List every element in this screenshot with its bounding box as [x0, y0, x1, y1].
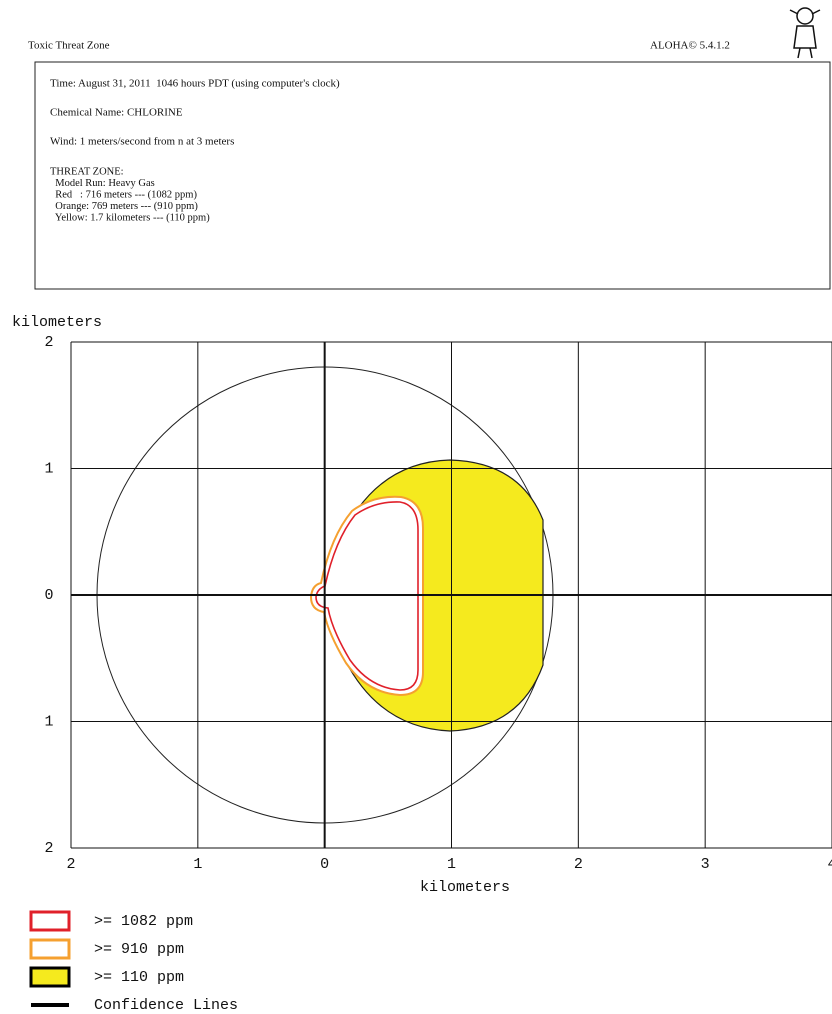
legend-label: >= 1082 ppm [94, 913, 193, 930]
info-line: Time: August 31, 2011 1046 hours PDT (us… [50, 78, 340, 90]
x-tick-label: 1 [447, 856, 456, 873]
x-tick-label: 2 [66, 856, 75, 873]
x-tick-label: 1 [193, 856, 202, 873]
info-line: Yellow: 1.7 kilometers --- (110 ppm) [50, 212, 210, 223]
y-axis-label: kilometers [12, 314, 102, 331]
y-tick-label: 2 [44, 840, 53, 857]
aloha-icon [789, 7, 821, 59]
legend-swatch [29, 966, 71, 988]
info-line: Red : 716 meters --- (1082 ppm) [50, 189, 197, 200]
info-line: Orange: 769 meters --- (910 ppm) [50, 201, 198, 212]
y-tick-label: 0 [44, 587, 53, 604]
x-tick-label: 2 [574, 856, 583, 873]
info-line: Model Run: Heavy Gas [50, 178, 155, 189]
info-box [34, 61, 831, 290]
info-line: THREAT ZONE: [50, 166, 124, 177]
legend-label: >= 110 ppm [94, 969, 184, 986]
y-tick-label: 1 [44, 460, 53, 477]
legend-swatch [29, 910, 71, 932]
info-line: Chemical Name: CHLORINE [50, 107, 183, 119]
y-tick-label: 2 [44, 334, 53, 351]
y-tick-label: 1 [44, 713, 53, 730]
x-tick-label: 4 [827, 856, 832, 873]
title: Toxic Threat Zone [28, 40, 110, 52]
legend-label: >= 910 ppm [94, 941, 184, 958]
x-axis-label: kilometers [420, 879, 510, 896]
legend-label: Confidence Lines [94, 997, 238, 1014]
x-tick-label: 0 [320, 856, 329, 873]
legend-swatch [29, 938, 71, 960]
x-tick-label: 3 [701, 856, 710, 873]
info-line: Wind: 1 meters/second from n at 3 meters [50, 136, 234, 148]
version: ALOHA© 5.4.1.2 [650, 40, 730, 52]
